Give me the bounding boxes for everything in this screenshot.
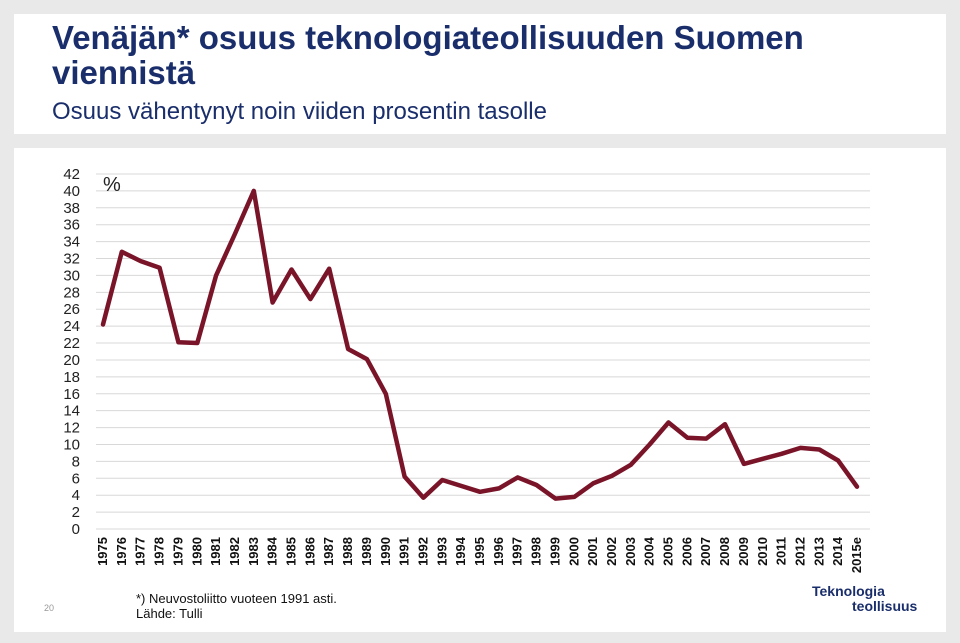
x-tick-label: 2011 xyxy=(774,537,789,565)
page-subtitle: Osuus vähentynyt noin viiden prosentin t… xyxy=(52,98,547,125)
x-tick-label: 1986 xyxy=(302,537,317,566)
chart-gridlines xyxy=(96,173,870,530)
footnote-source: Lähde: Tulli xyxy=(136,606,203,621)
y-tick-label: 6 xyxy=(72,470,80,487)
y-tick-label: 42 xyxy=(63,166,80,183)
y-tick-label: 38 xyxy=(63,200,80,217)
x-tick-label: 2012 xyxy=(792,537,807,566)
x-tick-label: 1977 xyxy=(133,537,148,566)
x-tick-label: 2001 xyxy=(585,537,600,566)
y-tick-label: 8 xyxy=(72,453,80,470)
y-axis-unit: % xyxy=(103,174,121,196)
x-tick-label: 1994 xyxy=(453,536,468,566)
x-tick-label: 2003 xyxy=(623,537,638,566)
company-logo: Teknologia teollisuus xyxy=(812,584,922,614)
y-tick-label: 18 xyxy=(63,369,80,386)
x-tick-label: 1976 xyxy=(114,537,129,566)
x-tick-label: 1984 xyxy=(265,536,280,566)
x-tick-label: 1995 xyxy=(472,537,487,566)
x-tick-label: 2009 xyxy=(736,537,751,566)
y-tick-label: 16 xyxy=(63,386,80,403)
y-tick-label: 4 xyxy=(72,487,80,504)
page-title: Venäjän* osuus teknologiateollisuuden Su… xyxy=(52,19,804,91)
y-tick-label: 30 xyxy=(63,267,80,284)
y-tick-label: 20 xyxy=(63,352,80,369)
y-tick-label: 22 xyxy=(63,335,80,352)
y-tick-label: 28 xyxy=(63,284,80,301)
x-tick-label: 1991 xyxy=(397,537,412,566)
x-axis-ticks: 1975 1976 1977 1978 1979 1980 1981 1982 1983 1984… xyxy=(95,536,864,573)
x-tick-label: 2013 xyxy=(811,537,826,566)
x-tick-label: 2004 xyxy=(642,536,657,566)
page-number: 20 xyxy=(44,603,55,613)
y-tick-label: 24 xyxy=(63,318,80,335)
x-tick-label: 2005 xyxy=(661,537,676,566)
chart-panel xyxy=(14,148,946,632)
y-tick-label: 40 xyxy=(63,183,80,200)
x-tick-label: 1997 xyxy=(510,537,525,566)
logo-line-1: Teknologia xyxy=(812,583,885,599)
y-tick-label: 14 xyxy=(63,403,80,420)
x-tick-label: 2000 xyxy=(566,537,581,566)
x-tick-label: 1998 xyxy=(529,537,544,566)
y-tick-label: 2 xyxy=(72,504,80,521)
x-tick-label: 1982 xyxy=(227,537,242,566)
header-banner: Venäjän* osuus teknologiateollisuuden Su… xyxy=(14,14,946,134)
footnote: *) Neuvostoliitto vuoteen 1991 asti. Läh… xyxy=(136,591,337,621)
x-tick-label: 1989 xyxy=(359,537,374,566)
x-tick-label: 1978 xyxy=(152,537,167,566)
x-tick-label: 1990 xyxy=(378,537,393,566)
x-tick-label: 1985 xyxy=(284,537,299,566)
x-tick-label: 2006 xyxy=(679,537,694,566)
x-tick-label: 2010 xyxy=(755,537,770,566)
x-tick-label: 1983 xyxy=(246,537,261,566)
series-line xyxy=(100,188,860,501)
x-tick-label: 2015e xyxy=(849,537,864,573)
x-tick-label: 1996 xyxy=(491,537,506,566)
x-tick-label: 1988 xyxy=(340,537,355,566)
footnote-note: *) Neuvostoliitto vuoteen 1991 asti. xyxy=(136,591,337,606)
x-tick-label: 2002 xyxy=(604,537,619,566)
x-tick-label: 1999 xyxy=(547,537,562,566)
x-tick-label: 2008 xyxy=(717,537,732,566)
y-tick-label: 12 xyxy=(63,420,80,437)
x-tick-label: 2007 xyxy=(698,537,713,566)
logo-line-2: teollisuus xyxy=(852,598,918,614)
x-tick-label: 1993 xyxy=(434,537,449,566)
x-tick-label: 2014 xyxy=(830,536,845,566)
y-tick-label: 32 xyxy=(63,251,80,268)
y-tick-label: 36 xyxy=(63,217,80,234)
y-tick-label: 34 xyxy=(63,234,80,251)
x-tick-label: 1981 xyxy=(208,537,223,566)
x-tick-label: 1987 xyxy=(321,537,336,566)
y-tick-label: 10 xyxy=(63,436,80,453)
y-tick-label: 26 xyxy=(63,301,80,318)
x-tick-label: 1979 xyxy=(170,537,185,566)
x-tick-label: 1992 xyxy=(415,537,430,566)
y-tick-label: 0 xyxy=(72,521,80,538)
x-tick-label: 1975 xyxy=(95,537,110,566)
x-tick-label: 1980 xyxy=(189,537,204,566)
